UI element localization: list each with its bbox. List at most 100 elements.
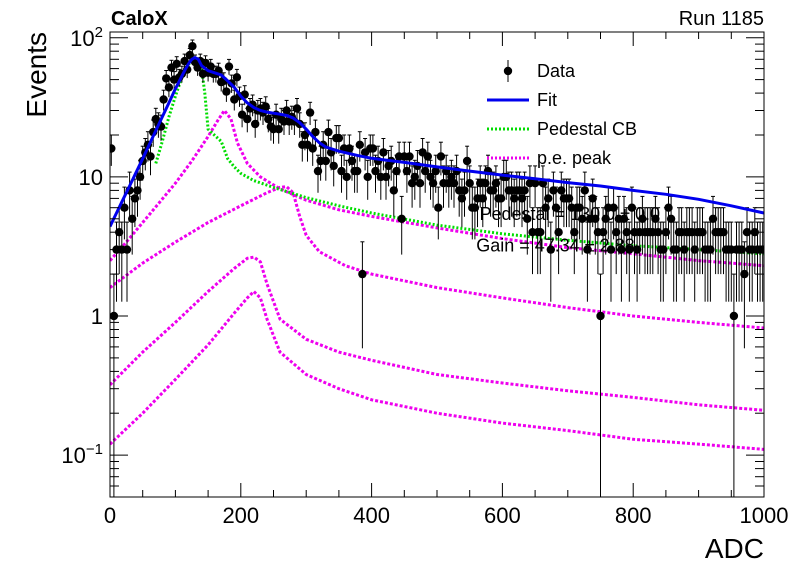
data-point [371,166,380,176]
data-point [606,245,616,254]
data-point [402,166,412,176]
legend-label: p.e. peak [537,148,612,168]
data-point [180,56,189,66]
data-point [353,166,362,176]
data-point [653,228,663,237]
data-point [274,125,283,134]
data-point [617,245,626,254]
data-point [517,194,527,203]
data-point [389,186,398,195]
data-point [578,214,587,223]
data-point [428,179,438,188]
data-point [164,83,174,92]
data-point [596,311,605,321]
data-point [379,148,388,157]
data-point [622,228,631,237]
data-point [470,203,480,212]
data-point [193,63,202,72]
data-point [541,203,550,212]
data-point [580,186,589,195]
data-point [115,228,124,237]
data-point [324,127,333,137]
data-point [708,214,718,223]
fit-curve [110,55,764,228]
run-label: Run 1185 [679,8,764,30]
y-tick-label: 102 [70,24,103,51]
data-point [334,133,344,143]
data-point [737,245,746,254]
legend-item: Fit [487,90,557,110]
x-tick-label: 1000 [740,503,789,528]
data-point [549,186,558,195]
pe-peak-curve-3 [110,255,764,412]
data-point [554,228,563,237]
data-point [690,245,699,254]
data-point [342,172,351,182]
fit-curve-group [110,55,764,228]
data-point [588,194,597,203]
data-point [619,214,629,223]
legend-label: Fit [537,90,557,110]
legend-item: Pedestal CB [487,119,637,139]
data-point [523,214,532,223]
pe-peak-curve-2 [110,185,764,330]
data-point [397,214,406,223]
pedestal-curve-group [154,55,764,256]
data-point [308,144,317,153]
data-point [570,228,579,237]
data-point [551,203,561,212]
data-point [133,186,142,195]
data-point [651,214,660,223]
data-point [423,152,432,161]
data-point [530,179,540,188]
x-tick-label: 600 [484,503,521,528]
data-point [120,203,129,212]
y-axis-title: Events [21,32,52,118]
data-point [591,214,600,223]
data-point [434,203,443,212]
data-point [491,179,501,188]
data-point [172,59,181,68]
data-point [368,144,378,153]
data-point [337,166,346,176]
data-point [251,119,260,129]
data-point [355,140,364,149]
data-point [698,228,707,237]
data-point [465,179,474,188]
legend-item: p.e. peak [487,148,612,168]
data-point [719,228,728,237]
data-point [462,156,472,166]
data-points [110,42,764,321]
data-point [625,245,634,254]
data-point [188,42,197,51]
data-point [261,102,270,111]
data-point [407,179,417,188]
x-tick-label: 800 [615,503,652,528]
data-point [489,186,498,195]
data-point [544,194,553,203]
data-point [750,228,759,237]
data-point [381,172,391,182]
data-point [632,245,642,254]
data-point [436,152,446,161]
pe-peak-curves [110,107,764,451]
data-point [313,166,323,176]
data-point [496,194,506,203]
data-point [729,311,739,321]
data-point [347,156,357,166]
data-point [457,194,467,203]
data-point [431,166,440,176]
fit-annotation-1: Pedestal = 130.0 ± 0.0 [480,204,661,224]
data-point [415,179,425,188]
data-point [598,228,608,237]
data-point [575,203,584,212]
data-point [358,269,367,279]
data-point [110,144,116,153]
data-point [130,194,140,203]
pe-peak-curve-4 [110,289,764,451]
data-point [557,186,566,195]
data-point [405,152,414,161]
data-point [305,108,315,117]
data-point [510,194,519,203]
